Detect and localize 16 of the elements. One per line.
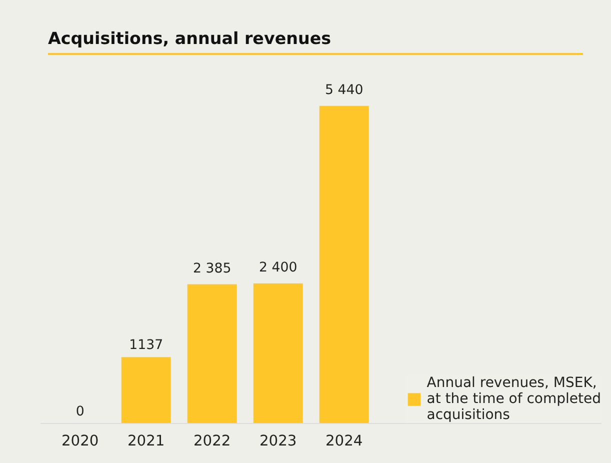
bar [121, 357, 171, 424]
bar [253, 283, 303, 424]
legend-label: Annual revenues, MSEK, at the time of completed acquisitions [426, 375, 601, 423]
data-label: 5 440 [325, 82, 364, 98]
x-tick-label: 2024 [325, 432, 363, 450]
bar [319, 106, 369, 424]
x-tick-label: 2020 [61, 432, 99, 450]
data-label: 0 [76, 404, 84, 420]
x-tick-label: 2021 [127, 432, 165, 450]
data-label: 2 385 [193, 261, 232, 276]
x-tick-label: 2023 [259, 432, 297, 450]
data-label: 2 400 [259, 260, 298, 276]
x-tick-label: 2022 [193, 432, 231, 450]
chart-title: Acquisitions, annual revenues [48, 28, 332, 50]
bar [187, 284, 237, 424]
data-label: 1137 [129, 338, 164, 354]
